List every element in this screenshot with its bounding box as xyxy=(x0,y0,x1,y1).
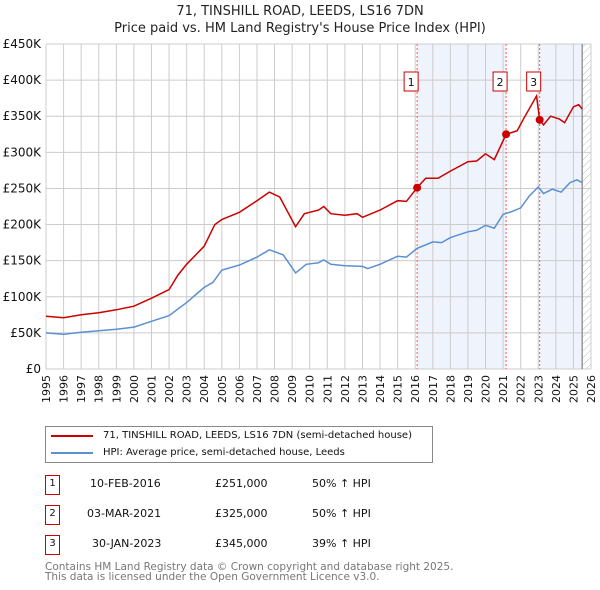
x-tick-label: 2002 xyxy=(163,375,176,403)
y-tick-label: £400K xyxy=(3,73,43,87)
y-tick-label: £450K xyxy=(3,37,43,51)
x-tick-label: 2012 xyxy=(339,375,352,403)
footer-licence: This data is licensed under the Open Gov… xyxy=(45,571,380,583)
y-tick-label: £150K xyxy=(3,254,43,268)
x-tick-label: 2007 xyxy=(251,375,264,403)
y-tick-label: £250K xyxy=(3,181,43,195)
x-tick-label: 2013 xyxy=(356,375,369,403)
x-tick-label: 2025 xyxy=(567,375,580,403)
x-tick-label: 2006 xyxy=(233,375,246,403)
sale-point xyxy=(413,183,422,192)
x-tick-label: 1997 xyxy=(75,375,88,403)
sale-label-box xyxy=(403,71,419,92)
x-tick-label: 2019 xyxy=(462,375,475,403)
x-tick-label: 2017 xyxy=(427,375,440,403)
x-tick-label: 2011 xyxy=(321,375,334,403)
x-tick-label: 2015 xyxy=(392,375,405,403)
sale-label: 1 xyxy=(408,76,415,89)
footer: Contains HM Land Registry data © Crown c… xyxy=(45,561,454,583)
x-tick-label: 2005 xyxy=(216,375,229,403)
series-line xyxy=(45,178,583,336)
legend-swatch xyxy=(51,434,93,437)
x-tick-label: 2001 xyxy=(145,375,158,403)
y-tick-label: £50K xyxy=(10,326,42,340)
sale-label: 3 xyxy=(530,76,537,89)
sale-hpi-change: 50% ↑ HPI xyxy=(312,477,371,490)
x-tick-label: 2009 xyxy=(286,375,299,403)
future-hatch-region xyxy=(582,44,591,369)
sale-price: £325,000 xyxy=(215,507,268,520)
legend-label: 71, TINSHILL ROAD, LEEDS, LS16 7DN (semi… xyxy=(103,430,412,441)
x-tick-label: 2022 xyxy=(515,375,528,403)
sale-label: 2 xyxy=(497,76,504,89)
sale-price: £251,000 xyxy=(215,477,268,490)
table-row: 2 03-MAR-2021 £325,000 50% ↑ HPI xyxy=(45,505,445,525)
x-tick-label: 2023 xyxy=(532,375,545,403)
legend-item-property: 71, TINSHILL ROAD, LEEDS, LS16 7DN (semi… xyxy=(51,430,412,441)
sale-hpi-change: 39% ↑ HPI xyxy=(312,537,371,550)
sale-date: 30-JAN-2023 xyxy=(92,537,162,550)
legend-label: HPI: Average price, semi-detached house,… xyxy=(103,447,345,458)
x-tick-label: 2021 xyxy=(497,375,510,403)
sale-price: £345,000 xyxy=(215,537,268,550)
y-tick-label: £300K xyxy=(3,145,43,159)
sale-hpi-change: 50% ↑ HPI xyxy=(312,507,371,520)
sale-date: 03-MAR-2021 xyxy=(87,507,162,520)
x-tick-label: 1996 xyxy=(58,375,71,403)
x-tick-label: 2024 xyxy=(550,375,563,403)
series-line xyxy=(45,93,583,319)
x-tick-label: 2018 xyxy=(444,375,457,403)
x-tick-label: 2010 xyxy=(304,375,317,403)
y-tick-label: £100K xyxy=(3,290,43,304)
x-tick-label: 2004 xyxy=(198,375,211,403)
x-tick-label: 2026 xyxy=(585,375,598,403)
legend: 71, TINSHILL ROAD, LEEDS, LS16 7DN (semi… xyxy=(45,426,433,463)
x-tick-label: 2014 xyxy=(374,375,387,403)
x-tick-label: 1998 xyxy=(93,375,106,403)
shaded-region xyxy=(539,44,583,369)
table-row: 3 30-JAN-2023 £345,000 39% ↑ HPI xyxy=(45,535,445,555)
sale-date: 10-FEB-2016 xyxy=(90,477,161,490)
y-tick-label: £0 xyxy=(26,362,41,376)
chart-subtitle: Price paid vs. HM Land Registry's House … xyxy=(114,21,486,36)
legend-swatch xyxy=(51,451,93,454)
sale-marker-badge: 2 xyxy=(45,505,60,525)
table-row: 1 10-FEB-2016 £251,000 50% ↑ HPI xyxy=(45,475,445,495)
x-tick-label: 1995 xyxy=(40,375,53,403)
y-tick-label: £350K xyxy=(3,109,43,123)
sale-label-box xyxy=(492,71,508,92)
y-tick-label: £200K xyxy=(3,218,43,232)
x-tick-label: 2000 xyxy=(128,375,141,403)
x-tick-label: 2016 xyxy=(409,375,422,403)
chart-title: 71, TINSHILL ROAD, LEEDS, LS16 7DN xyxy=(176,4,424,19)
footer-copyright: Contains HM Land Registry data © Crown c… xyxy=(45,561,454,573)
x-tick-label: 1999 xyxy=(110,375,123,403)
chart: 1995 1996 1997 1998 1999 2000 2001 2002 2003 2004… xyxy=(3,37,598,403)
sale-marker-badge: 1 xyxy=(45,475,60,495)
sale-label-box xyxy=(526,71,542,92)
sale-point xyxy=(535,115,544,124)
x-tick-label: 2003 xyxy=(181,375,194,403)
shaded-region xyxy=(417,44,507,369)
sale-marker-badge: 3 xyxy=(45,535,60,555)
x-tick-label: 2020 xyxy=(480,375,493,403)
sale-point xyxy=(502,130,511,139)
legend-item-hpi: HPI: Average price, semi-detached house,… xyxy=(51,447,345,458)
x-tick-label: 2008 xyxy=(269,375,282,403)
